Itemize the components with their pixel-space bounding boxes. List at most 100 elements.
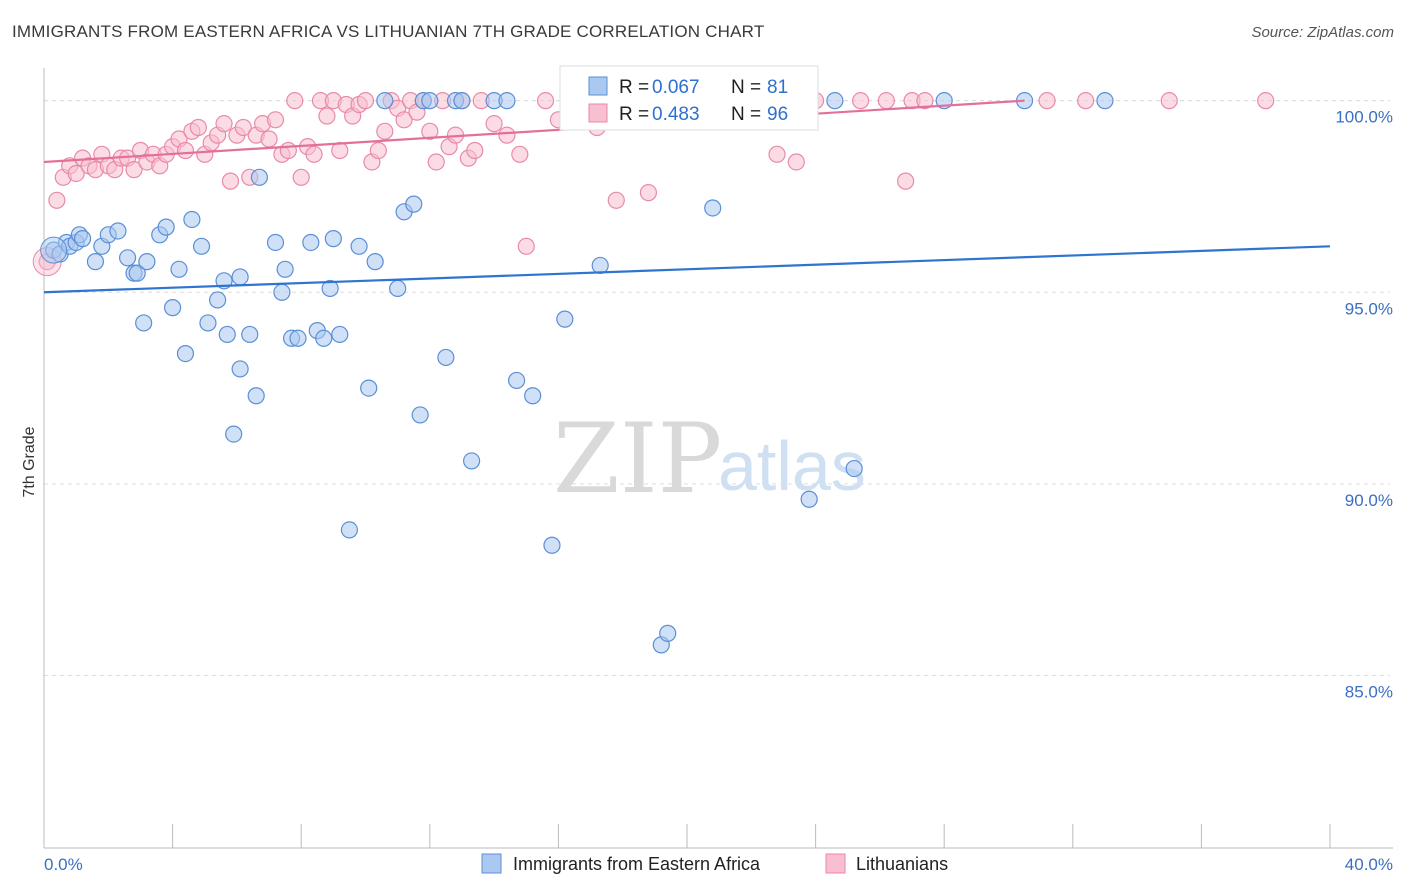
lithuanians-point <box>376 122 394 140</box>
stats-n-value-pink: 96 <box>767 104 788 125</box>
lithuanians-point <box>787 153 805 171</box>
eastern-africa-point <box>209 291 227 309</box>
stats-swatch-blue <box>588 76 608 96</box>
lithuanians-point <box>279 141 297 160</box>
stats-n-label-pink: N = <box>731 104 761 125</box>
lithuanians-point <box>234 118 252 137</box>
lithuanians-point <box>485 115 503 133</box>
eastern-africa-point <box>437 348 455 367</box>
stats-legend: R = 0.067 N = 81 R = 0.483 N = 96 <box>559 65 819 131</box>
series-eastern-africa <box>40 92 1114 654</box>
eastern-africa-point <box>376 92 394 110</box>
stats-n-label-blue: N = <box>731 77 761 98</box>
eastern-africa-point <box>366 253 384 271</box>
eastern-africa-point <box>157 218 175 236</box>
axes: 85.0% 90.0% 95.0% 100.0% 0.0% 40.0% <box>43 68 1393 874</box>
eastern-africa-point <box>231 268 249 286</box>
y-tick-label: 90.0% <box>1345 491 1393 510</box>
eastern-africa-point <box>826 92 844 110</box>
y-axis-title: 7th Grade <box>21 426 38 497</box>
eastern-africa-point <box>138 253 156 271</box>
eastern-africa-point <box>659 624 677 642</box>
trend-lines <box>43 99 1331 294</box>
lithuanians-point <box>67 164 85 183</box>
eastern-africa-point <box>164 299 182 317</box>
eastern-africa-point <box>176 345 195 363</box>
trend-line-eastern-africa <box>43 245 1331 294</box>
stats-r-label-pink: R = <box>619 104 649 125</box>
y-tick-label: 95.0% <box>1345 299 1393 318</box>
lithuanians-point <box>369 141 387 160</box>
lithuanians-point <box>1038 92 1056 110</box>
legend-swatch-eastern-africa <box>481 853 502 874</box>
eastern-africa-point <box>247 387 265 405</box>
lithuanians-point <box>877 92 895 110</box>
lithuanians-point <box>536 92 555 110</box>
eastern-africa-point <box>170 260 188 278</box>
gridlines <box>44 100 1390 677</box>
eastern-africa-point <box>231 360 249 378</box>
watermark-atlas: atlas <box>718 427 866 505</box>
lithuanians-point <box>768 145 786 163</box>
eastern-africa-point <box>241 325 259 344</box>
eastern-africa-point <box>556 310 574 328</box>
lithuanians-point <box>1160 92 1178 110</box>
stats-n-value-blue: 81 <box>767 77 788 98</box>
stats-r-value-pink: 0.483 <box>652 104 700 125</box>
lithuanians-point <box>356 92 375 110</box>
lithuanians-point <box>395 111 413 129</box>
eastern-africa-point <box>508 371 526 390</box>
eastern-africa-point <box>405 195 423 213</box>
eastern-africa-point <box>302 233 320 252</box>
lithuanians-point <box>607 191 625 209</box>
eastern-africa-point <box>266 233 285 252</box>
eastern-africa-point <box>324 230 342 248</box>
lithuanians-point <box>1077 92 1095 110</box>
lithuanians-point <box>260 130 278 148</box>
lithuanians-point <box>266 111 285 129</box>
lithuanians-point <box>466 141 484 160</box>
eastern-africa-point <box>543 536 561 554</box>
x-tick-label-end: 40.0% <box>1345 855 1393 874</box>
eastern-africa-point <box>218 325 236 344</box>
eastern-africa-point <box>86 253 105 271</box>
stats-r-label-blue: R = <box>619 77 649 98</box>
stats-swatch-pink <box>588 103 608 123</box>
lithuanians-point <box>421 122 439 140</box>
eastern-africa-point <box>40 236 68 264</box>
lithuanians-point <box>897 172 915 190</box>
eastern-africa-point <box>321 279 339 298</box>
source-label: Source: ZipAtlas.com <box>1251 24 1394 41</box>
lithuanians-point <box>639 184 658 202</box>
lithuanians-point <box>318 107 336 125</box>
lithuanians-point <box>176 141 195 160</box>
legend-label-eastern-africa: Immigrants from Eastern Africa <box>513 854 761 874</box>
eastern-africa-point <box>340 521 359 539</box>
eastern-africa-point <box>331 325 349 344</box>
eastern-africa-point <box>845 459 863 478</box>
lithuanians-point <box>852 92 870 110</box>
eastern-africa-point <box>109 222 127 240</box>
eastern-africa-point <box>591 256 609 275</box>
trend-line-lithuanians <box>43 99 1025 164</box>
eastern-africa-point <box>250 168 269 186</box>
eastern-africa-point <box>453 92 471 110</box>
eastern-africa-point <box>411 406 429 424</box>
eastern-africa-point <box>183 210 201 229</box>
lithuanians-point <box>427 153 445 171</box>
y-tick-label: 85.0% <box>1345 683 1393 702</box>
lithuanians-point <box>916 92 934 110</box>
lithuanians-point <box>498 126 516 144</box>
eastern-africa-point <box>118 249 137 267</box>
x-tick-label-start: 0.0% <box>44 855 83 874</box>
eastern-africa-point <box>524 387 542 405</box>
eastern-africa-point <box>1096 92 1114 110</box>
lithuanians-point <box>215 115 233 133</box>
eastern-africa-point <box>135 314 153 332</box>
lithuanians-point <box>125 161 143 179</box>
eastern-africa-point <box>360 379 378 397</box>
eastern-africa-point <box>315 329 333 347</box>
eastern-africa-point <box>192 237 211 255</box>
eastern-africa-point <box>350 237 368 255</box>
